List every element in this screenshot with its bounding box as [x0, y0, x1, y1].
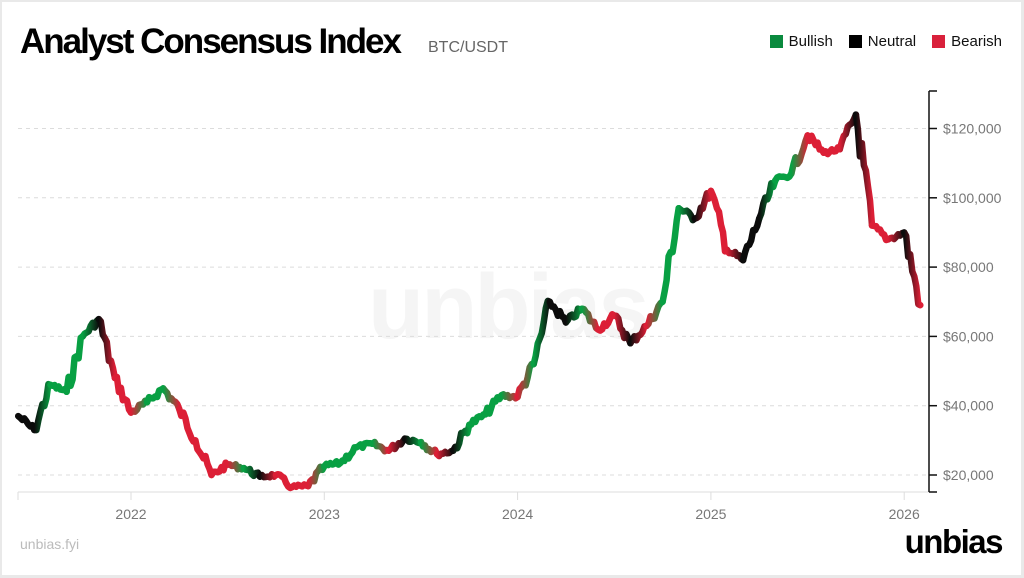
legend: Bullish Neutral Bearish	[769, 33, 1002, 50]
x-tick-label: 2025	[695, 506, 726, 522]
y-tick-label: $20,000	[943, 467, 994, 483]
footer-url[interactable]: unbias.fyi	[20, 536, 80, 552]
neutral-swatch-icon	[848, 35, 862, 48]
price-line[interactable]	[14, 111, 924, 492]
legend-item-bearish[interactable]: Bearish	[932, 33, 1002, 50]
y-tick-label: $40,000	[943, 398, 994, 414]
chart-subtitle: BTC/USDT	[428, 39, 508, 56]
bullish-swatch-icon	[769, 35, 783, 48]
x-tick-label: 2024	[502, 506, 533, 522]
y-tick-label: $80,000	[943, 259, 994, 275]
legend-label: Neutral	[867, 33, 917, 50]
brand-logo: unbias	[904, 523, 1004, 560]
legend-label: Bearish	[951, 33, 1002, 50]
y-tick-label: $60,000	[943, 328, 994, 344]
x-tick-label: 2022	[115, 506, 146, 522]
chart-title: Analyst Consensus Index	[20, 22, 402, 61]
y-axis: $20,000 $40,000 $60,000 $80,000 $100,000 $120…	[928, 90, 1002, 493]
legend-label: Bullish	[788, 33, 833, 50]
x-tick-label: 2023	[309, 506, 340, 522]
x-axis: 2022 2023 2024 2025 2026	[17, 491, 929, 522]
y-tick-label: $120,000	[943, 121, 1002, 137]
x-tick-label: 2026	[889, 506, 920, 522]
y-tick-label: $100,000	[943, 190, 1002, 206]
legend-item-bullish[interactable]: Bullish	[769, 33, 833, 50]
bearish-swatch-icon	[932, 35, 946, 48]
legend-item-neutral[interactable]: Neutral	[848, 33, 917, 50]
